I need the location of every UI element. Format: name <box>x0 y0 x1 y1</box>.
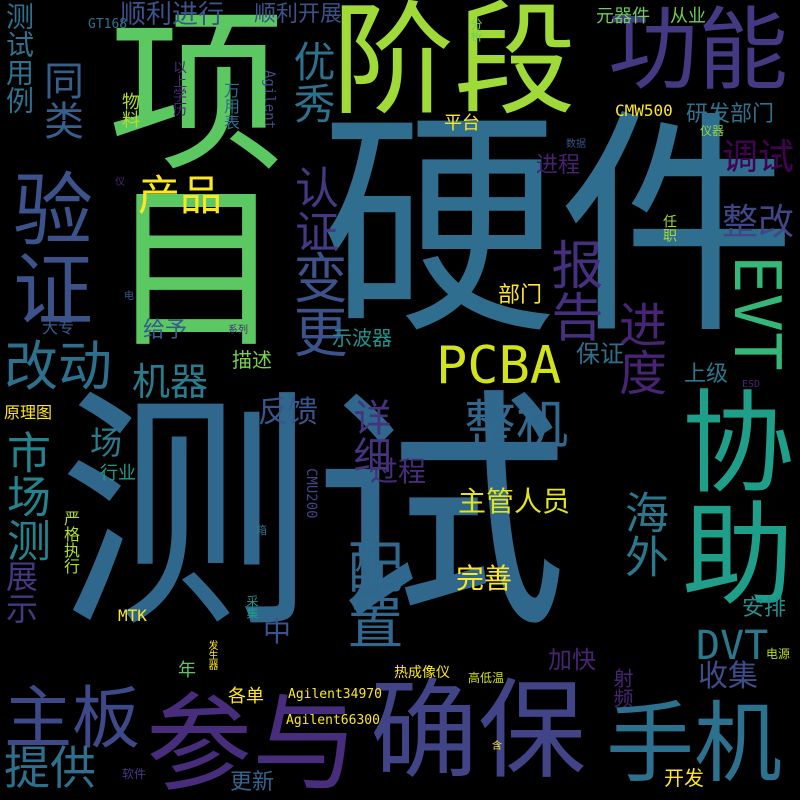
word-gaodiwen: 高低温 <box>468 671 505 685</box>
word-xiezhu: 协助 <box>663 384 793 608</box>
word-ceshiyongli: 测试用例 <box>2 2 35 114</box>
word-kaifa: 开发 <box>664 766 704 790</box>
word-yanfabumen: 研发部门 <box>686 102 775 127</box>
word-tigong: 提供 <box>4 741 96 795</box>
word-fenxi: 分析 <box>469 18 483 42</box>
word-ruanjian: 软件 <box>122 767 147 781</box>
word-bumen: 部门 <box>498 283 543 308</box>
word-dianyuan: 电源 <box>766 647 791 661</box>
word-wanshan: 完善 <box>456 562 513 595</box>
word-gedan: 各单 <box>228 686 264 707</box>
word-yingjian: 硬件 <box>320 90 796 367</box>
word-chang: 场 <box>90 424 123 462</box>
word-tonglei: 同类 <box>37 60 83 140</box>
word-zhong: 中 <box>263 615 292 648</box>
word-xiangmu: 项目 <box>78 0 283 352</box>
word-guocheng: 过程 <box>370 455 427 488</box>
word-quebao: 确保 <box>370 669 587 794</box>
word-dvt: DVT <box>696 623 769 669</box>
word-baogao: 报告 <box>542 238 602 342</box>
word-jiakuai: 加快 <box>548 646 596 674</box>
word-chanpin: 产品 <box>138 171 223 220</box>
word-jincheng: 进程 <box>536 153 581 178</box>
word-gaidong: 改动 <box>4 335 112 398</box>
word-dazhuan: 大专 <box>42 318 75 337</box>
word-shunlijinxing: 顺利进行 <box>120 0 225 30</box>
word-yuanlitu: 原理图 <box>4 403 53 422</box>
word-wuliao: 物料 <box>119 92 140 128</box>
word-fankui: 反馈 <box>258 395 318 430</box>
word-fashengqi: 发生器 <box>206 640 217 670</box>
word-hangye: 行业 <box>100 463 136 484</box>
word-zhuban: 主板 <box>4 680 141 759</box>
word-zhenggai: 整改 <box>722 202 795 243</box>
word-shichangce: 市场测 <box>0 430 50 562</box>
word-rechengxiangyi: 热成像仪 <box>394 665 450 681</box>
word-ceshi: 测试 <box>58 367 569 664</box>
word-gongneng: 功能 <box>608 0 788 103</box>
word-pingtai: 平台 <box>444 113 480 134</box>
word-dian: 电 <box>124 291 134 302</box>
word-shiboqi: 示波器 <box>332 326 392 350</box>
word-han: 含 <box>492 741 502 752</box>
word-haiwai: 海外 <box>617 490 668 578</box>
word-peizhi: 配置 <box>338 538 403 650</box>
word-agilent: Agilent <box>261 70 277 130</box>
word-zhuguanrenyuan: 主管人员 <box>458 485 571 518</box>
word-shepin: 射频 <box>610 668 634 708</box>
word-cmw500: CMW500 <box>615 101 673 120</box>
word-shouji: 手机 <box>606 692 783 795</box>
word-yi: 仪 <box>115 177 125 188</box>
word-caiji: 采集 <box>245 595 259 619</box>
word-yuanqijian: 元器件 <box>596 6 650 27</box>
word-anpai: 安排 <box>742 596 787 621</box>
word-baozheng: 保证 <box>576 340 624 368</box>
word-renzhi: 任职 <box>661 214 677 242</box>
word-esd: ESD <box>742 379 761 390</box>
word-jindu: 进度 <box>610 300 666 396</box>
word-geiyu: 给予 <box>143 318 188 343</box>
word-wanyongbiao: 万用表 <box>221 82 240 130</box>
word-yangezhixing: 严格执行 <box>61 510 80 574</box>
word-congye: 从业 <box>670 6 706 27</box>
word-miaoshu: 描述 <box>232 348 272 372</box>
word-gt168: GT168 <box>88 17 128 32</box>
word-tiaoshi: 调试 <box>722 137 795 178</box>
word-shangji: 上级 <box>684 362 729 387</box>
word-shouji2: 收集 <box>698 659 758 694</box>
word-renzheng: 认证 <box>287 165 338 253</box>
word-pcba: PCBA <box>436 336 562 396</box>
word-agilent66300: Agilent66300 <box>286 713 380 728</box>
word-evt: EVT <box>719 255 793 371</box>
word-yiqi: 仪器 <box>700 124 725 138</box>
word-gengxin: 更新 <box>230 770 275 795</box>
word-youxiu: 优秀 <box>287 40 336 124</box>
word-yishangxueli: 以上学历 <box>171 60 187 116</box>
word-shunlikaizhan: 顺利开展 <box>254 2 343 27</box>
word-cmu200: CMU200 <box>303 468 319 519</box>
word-canyu: 参与 <box>146 683 358 800</box>
word-zhanshi: 展示 <box>1 560 39 624</box>
word-shuju: 数据 <box>566 139 586 150</box>
word-yanzheng: 验证 <box>0 168 93 328</box>
word-xiang: 箱 <box>256 524 267 537</box>
word-zhengji: 整机 <box>464 396 569 456</box>
word-jiqi: 机器 <box>132 360 209 404</box>
word-nian: 年 <box>178 660 196 681</box>
word-mtk: MTK <box>118 606 147 625</box>
word-xiangxi: 详细 <box>347 398 391 474</box>
word-jieduan: 阶段 <box>332 0 576 132</box>
word-biangeng: 变更 <box>284 250 347 358</box>
word-agilent34970: Agilent34970 <box>288 687 382 702</box>
word-xilie: 系列 <box>228 325 248 336</box>
